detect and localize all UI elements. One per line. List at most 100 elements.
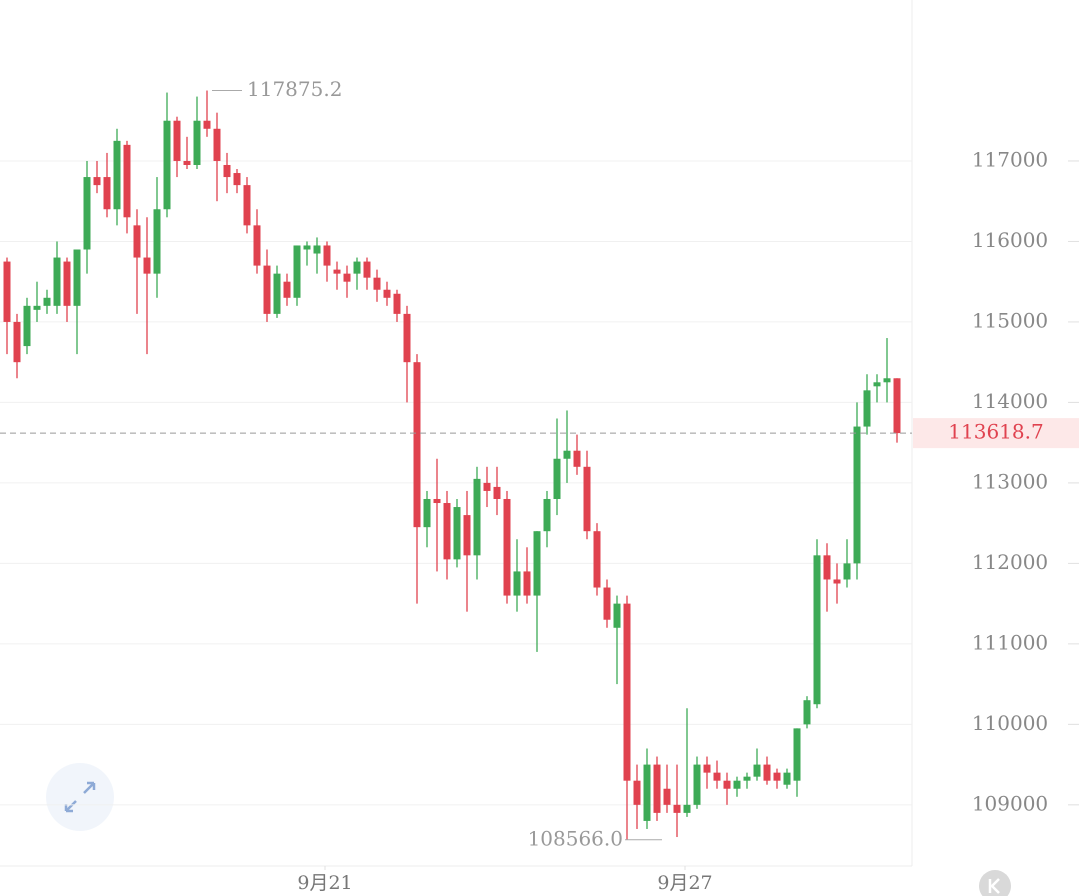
candle-body: [883, 378, 891, 383]
candle-body: [333, 269, 341, 274]
candle-body: [603, 587, 611, 620]
candle-body: [473, 478, 481, 556]
candle-body: [343, 273, 351, 282]
candle-body: [563, 450, 571, 459]
y-tick-label: 109000: [972, 791, 1048, 815]
candle-body: [313, 245, 321, 254]
candle-body: [673, 804, 681, 813]
candle-body: [823, 555, 831, 580]
candle-body: [203, 120, 211, 129]
k-button[interactable]: [979, 870, 1011, 896]
candle-body: [523, 571, 531, 596]
candle-body: [503, 498, 511, 596]
candle-body: [443, 503, 451, 560]
y-tick-label: 114000: [972, 389, 1048, 413]
expand-circle: [46, 763, 114, 831]
candle-body: [513, 571, 521, 596]
candle-body: [773, 772, 781, 781]
candle-body: [133, 225, 141, 258]
candle-body: [373, 277, 381, 290]
candle-body: [253, 225, 261, 266]
last-price-box: [913, 418, 1079, 449]
candle-body: [403, 313, 411, 363]
candle-body: [43, 297, 51, 306]
candle-body: [183, 160, 191, 165]
y-tick-label: 117000: [972, 147, 1048, 171]
candle-body: [713, 772, 721, 781]
candle-body: [83, 177, 91, 250]
candle-body: [143, 257, 151, 274]
candle-body: [363, 261, 371, 278]
candle-body: [263, 265, 271, 314]
x-tick-label: 9月21: [297, 872, 352, 894]
y-tick-label: 110000: [972, 711, 1048, 735]
candle-body: [813, 555, 821, 705]
candle-body: [113, 140, 121, 210]
candle-body: [53, 257, 61, 306]
candle-body: [703, 764, 711, 773]
candle-body: [873, 382, 881, 387]
candle-body: [23, 305, 31, 347]
y-tick-label: 116000: [972, 228, 1048, 252]
candle-body: [3, 261, 11, 322]
candle-body: [623, 603, 631, 781]
candle-body: [453, 507, 461, 560]
candle-body: [273, 273, 281, 314]
candle-body: [233, 173, 241, 186]
candle-body: [583, 466, 591, 532]
expand-button[interactable]: [46, 763, 114, 831]
candle-body: [103, 177, 111, 210]
x-tick-label: 9月27: [657, 872, 712, 894]
candle-body: [173, 120, 181, 161]
candle-body: [803, 700, 811, 725]
candle-body: [413, 362, 421, 528]
candle-body: [163, 120, 171, 210]
candle-body: [303, 245, 311, 250]
candle-body: [553, 458, 561, 499]
y-tick-label: 115000: [972, 308, 1048, 332]
candle-body: [293, 245, 301, 298]
candle-body: [863, 390, 871, 427]
candle-body: [13, 321, 21, 363]
candle-body: [763, 764, 771, 781]
y-tick-label: 113000: [972, 469, 1048, 493]
candle-body: [693, 764, 701, 805]
candle-body: [153, 209, 161, 274]
high-label: 117875.2: [247, 77, 342, 101]
candle-body: [733, 780, 741, 789]
candle-body: [213, 128, 221, 161]
candle-body: [783, 772, 791, 785]
candle-body: [793, 728, 801, 781]
candle-body: [93, 177, 101, 186]
low-label: 108566.0: [528, 826, 623, 850]
candle-body: [743, 776, 751, 781]
candle-body: [463, 515, 471, 556]
candle-body: [683, 804, 691, 813]
candle-body: [493, 486, 501, 499]
candle-body: [843, 563, 851, 580]
candle-body: [573, 450, 581, 467]
candle-body: [753, 764, 761, 777]
candle-body: [123, 144, 131, 218]
k-icon: [988, 878, 1000, 894]
candle-body: [633, 780, 641, 805]
candle-body: [543, 498, 551, 532]
candle-body: [853, 426, 861, 564]
candle-body: [193, 120, 201, 165]
candle-body: [643, 764, 651, 821]
candle-body: [483, 482, 491, 491]
candle-body: [63, 261, 71, 306]
expand-icon: [64, 781, 96, 813]
candle-body: [433, 498, 441, 504]
candle-body: [723, 780, 731, 789]
candle-body: [833, 579, 841, 584]
y-tick-label: 112000: [972, 550, 1048, 574]
candle-body: [893, 378, 901, 434]
candle-body: [223, 164, 231, 178]
candle-body: [353, 261, 361, 274]
candle-body: [653, 764, 661, 813]
candle-body: [323, 245, 331, 266]
candle-body: [33, 305, 41, 310]
candle-body: [383, 289, 391, 298]
